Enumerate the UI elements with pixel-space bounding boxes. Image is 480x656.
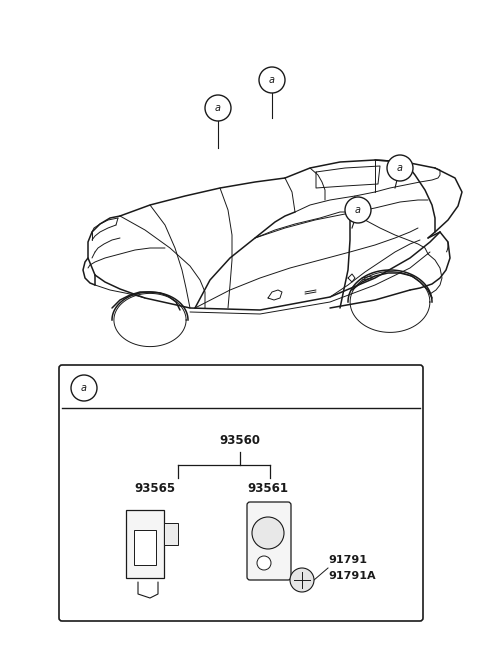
Text: a: a xyxy=(397,163,403,173)
Bar xyxy=(134,530,156,565)
Circle shape xyxy=(259,67,285,93)
FancyBboxPatch shape xyxy=(59,365,423,621)
Text: 93560: 93560 xyxy=(219,434,261,447)
Bar xyxy=(164,523,178,545)
Bar xyxy=(126,510,164,578)
Text: 91791: 91791 xyxy=(328,555,367,565)
Circle shape xyxy=(387,155,413,181)
Text: a: a xyxy=(269,75,275,85)
Circle shape xyxy=(71,375,97,401)
Circle shape xyxy=(257,556,271,570)
Text: 91791A: 91791A xyxy=(328,571,376,581)
Circle shape xyxy=(252,517,284,549)
Text: 93561: 93561 xyxy=(248,482,288,495)
Circle shape xyxy=(205,95,231,121)
Circle shape xyxy=(290,568,314,592)
FancyBboxPatch shape xyxy=(247,502,291,580)
Text: a: a xyxy=(215,103,221,113)
Text: a: a xyxy=(81,383,87,393)
Circle shape xyxy=(345,197,371,223)
Text: 93565: 93565 xyxy=(134,482,176,495)
Text: a: a xyxy=(355,205,361,215)
